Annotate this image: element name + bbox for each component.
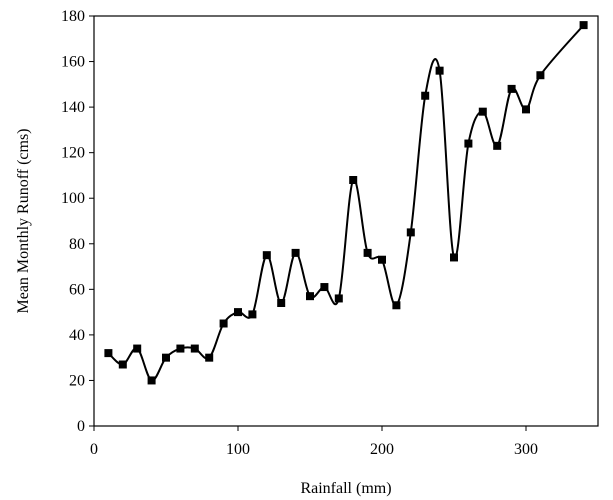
y-tick-label: 0 bbox=[77, 418, 85, 435]
x-tick-label: 100 bbox=[226, 441, 250, 458]
y-tick-label: 40 bbox=[69, 327, 85, 344]
data-point-marker bbox=[478, 107, 487, 116]
x-tick-label: 0 bbox=[90, 441, 98, 458]
y-tick-label: 60 bbox=[69, 281, 85, 298]
data-point-marker bbox=[507, 84, 516, 93]
y-tick-label: 140 bbox=[61, 99, 85, 116]
data-point-marker bbox=[248, 310, 257, 319]
data-point-marker bbox=[234, 308, 242, 317]
data-point-marker bbox=[219, 319, 228, 328]
data-point-marker bbox=[435, 66, 444, 75]
data-point-marker bbox=[291, 248, 300, 257]
data-point-marker bbox=[190, 344, 199, 353]
data-point-marker bbox=[378, 255, 386, 264]
data-point-marker bbox=[118, 360, 127, 369]
x-tick-label: 300 bbox=[514, 441, 538, 458]
data-point-marker bbox=[334, 294, 343, 303]
data-point-marker bbox=[464, 139, 473, 148]
y-tick-label: 80 bbox=[69, 236, 85, 253]
data-point-marker bbox=[306, 292, 314, 301]
data-point-marker bbox=[536, 71, 545, 80]
x-axis-title: Rainfall (mm) bbox=[300, 480, 391, 497]
plot-area bbox=[93, 15, 599, 427]
data-point-marker bbox=[522, 105, 530, 114]
data-point-marker bbox=[450, 253, 458, 262]
data-point-marker bbox=[205, 353, 214, 362]
data-point-marker bbox=[104, 349, 113, 358]
data-point-marker bbox=[133, 344, 142, 353]
x-axis-ticks: 0 100 200 300 bbox=[90, 426, 538, 458]
series-markers bbox=[104, 21, 588, 385]
data-point-marker bbox=[406, 228, 415, 237]
data-point-marker bbox=[579, 21, 588, 30]
data-point-marker bbox=[176, 344, 185, 353]
y-tick-label: 160 bbox=[61, 54, 85, 71]
data-point-marker bbox=[262, 251, 271, 260]
data-point-marker bbox=[147, 376, 156, 385]
data-point-marker bbox=[392, 301, 401, 310]
y-tick-label: 180 bbox=[61, 8, 85, 25]
series-line bbox=[107, 24, 585, 382]
data-point-marker bbox=[320, 283, 329, 292]
y-tick-label: 20 bbox=[69, 372, 85, 389]
data-point-marker bbox=[349, 176, 358, 184]
y-axis-title: Mean Monthly Runoff (cms) bbox=[15, 128, 32, 313]
data-point-marker bbox=[363, 248, 372, 257]
y-tick-label: 120 bbox=[61, 145, 85, 162]
data-point-marker bbox=[277, 299, 286, 307]
x-tick-label: 200 bbox=[370, 441, 394, 458]
data-point-marker bbox=[421, 91, 430, 100]
data-point-marker bbox=[493, 141, 502, 150]
y-tick-label: 100 bbox=[61, 190, 85, 207]
data-point-marker bbox=[162, 353, 170, 362]
y-axis-ticks: 0 20 40 60 80 100 120 140 160 180 bbox=[61, 8, 94, 435]
